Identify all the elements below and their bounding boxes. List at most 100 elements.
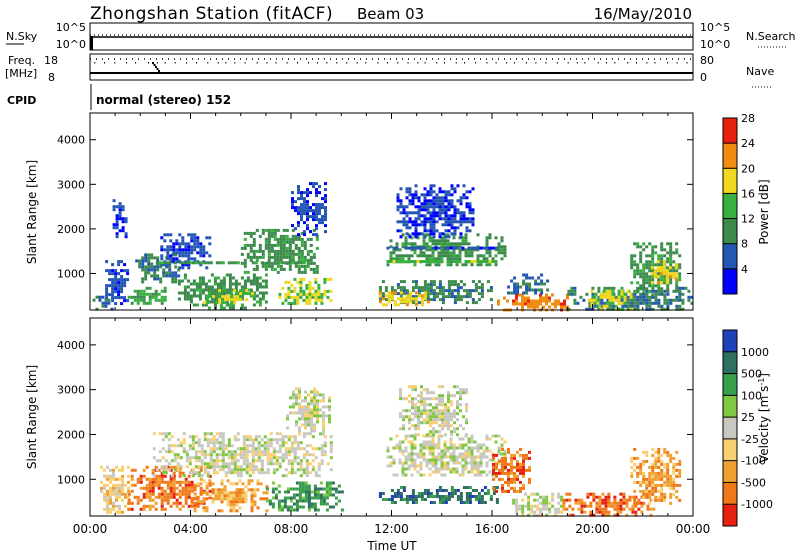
heat-cell [438, 202, 442, 206]
heat-cell [417, 199, 421, 203]
heat-cell [222, 276, 226, 280]
heat-cell [322, 429, 325, 433]
heat-cell [672, 468, 676, 472]
heat-cell [417, 406, 420, 410]
heat-cell [428, 236, 432, 240]
heat-cell [422, 251, 426, 255]
heat-cell [513, 465, 516, 469]
heat-cell [525, 282, 529, 286]
heat-cell [145, 465, 149, 469]
heat-cell [184, 251, 188, 255]
heat-cell [417, 232, 421, 236]
heat-cell [275, 462, 279, 466]
heat-cell [197, 261, 201, 265]
heat-cell [675, 298, 679, 302]
heat-cell [136, 301, 140, 305]
heat-cell [522, 471, 525, 475]
heat-cell [201, 303, 205, 307]
heat-cell [401, 470, 405, 474]
heat-cell [240, 303, 244, 307]
heat-cell [396, 492, 400, 495]
heat-cell [315, 224, 318, 228]
heat-cell [248, 435, 252, 439]
heat-cell [630, 304, 634, 308]
heat-cell [507, 483, 510, 487]
heat-cell [296, 295, 300, 299]
heat-cell [444, 190, 448, 194]
heat-cell [428, 257, 432, 261]
nave-dot [584, 62, 586, 64]
heat-cell [557, 507, 561, 511]
heat-cell [290, 441, 294, 445]
heat-cell [510, 459, 513, 463]
heat-cell [163, 263, 167, 267]
colorbar-swatch [723, 143, 737, 169]
heat-cell [468, 190, 472, 194]
heat-cell [476, 248, 480, 252]
heat-cell [669, 278, 673, 282]
heat-cell [228, 288, 232, 292]
heat-cell [651, 465, 655, 469]
heat-cell [115, 486, 118, 490]
heat-cell [196, 239, 200, 243]
heat-cell [417, 394, 420, 398]
heat-cell [453, 492, 457, 495]
heat-cell [248, 465, 252, 469]
heat-cell [284, 261, 288, 265]
heat-cell [292, 393, 295, 397]
heat-cell [259, 482, 263, 486]
heat-cell [586, 504, 590, 508]
heat-cell [480, 286, 484, 290]
heat-cell [117, 272, 121, 276]
heat-cell [185, 453, 189, 457]
heat-cell [651, 248, 655, 252]
heat-cell [205, 509, 209, 513]
colorbar-swatch [723, 438, 737, 462]
heat-cell [642, 272, 646, 276]
heat-cell [452, 248, 456, 252]
heat-cell [389, 254, 393, 258]
heat-cell [548, 296, 551, 300]
heat-cell [194, 459, 198, 463]
heat-cell [161, 447, 165, 451]
heat-cell [420, 397, 423, 401]
heat-cell [161, 438, 165, 442]
heat-cell [170, 435, 174, 439]
heat-cell [651, 489, 655, 493]
heat-cell [281, 456, 285, 460]
heat-cell [310, 402, 313, 406]
heat-cell [302, 292, 306, 296]
heat-cell [378, 286, 382, 290]
heat-cell [173, 459, 177, 463]
heat-cell [288, 252, 292, 256]
heat-cell [287, 450, 291, 454]
heat-cell [485, 434, 489, 438]
heat-cell [260, 459, 264, 463]
heat-cell [471, 280, 475, 284]
heat-cell [678, 462, 682, 466]
heat-cell [319, 493, 323, 497]
heat-cell [258, 246, 262, 250]
heat-cell [636, 307, 640, 311]
heat-cell [261, 291, 265, 295]
heat-cell [551, 495, 555, 499]
heat-cell [144, 256, 148, 260]
heat-cell [422, 455, 426, 459]
heat-cell [474, 286, 478, 290]
heat-cell [252, 273, 256, 277]
heat-cell [441, 498, 445, 501]
date-label: 16/May/2010 [594, 5, 692, 23]
heat-cell [651, 251, 655, 255]
heat-cell [138, 265, 142, 269]
heat-cell [115, 477, 118, 481]
heat-cell [426, 418, 429, 422]
heat-cell [241, 500, 245, 504]
heat-cell [675, 295, 679, 299]
heat-cell [235, 488, 239, 492]
heat-cell [187, 248, 191, 252]
heat-cell [190, 233, 194, 237]
heat-cell [407, 242, 411, 246]
heat-cell [187, 495, 191, 499]
heat-cell [324, 206, 327, 210]
